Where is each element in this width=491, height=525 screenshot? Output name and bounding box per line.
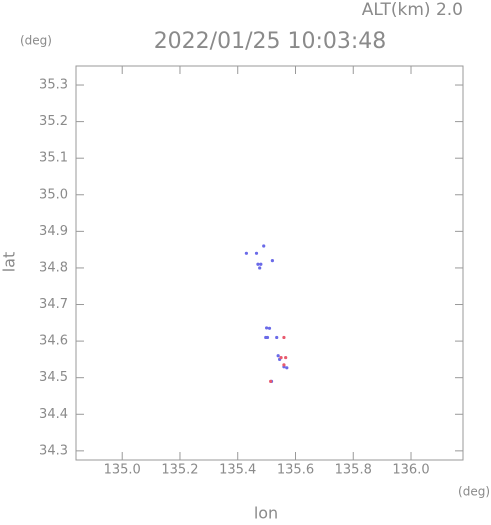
point: [279, 355, 283, 360]
point: [276, 354, 280, 358]
point: [254, 251, 259, 255]
x-tick-label: 135.8: [335, 463, 372, 478]
x-tick-label: 135.2: [161, 463, 198, 478]
point: [265, 326, 269, 330]
point: [275, 335, 279, 340]
y-tick-label: 34.9: [39, 224, 68, 239]
x-tick-label: 135.4: [219, 463, 256, 478]
x-unit: (deg): [458, 485, 490, 499]
y-tick-label: 34.8: [39, 260, 68, 275]
x-tick-label: 135.0: [104, 463, 141, 478]
y-tick-label: 34.5: [39, 370, 68, 385]
point: [244, 251, 248, 255]
point: [269, 379, 273, 383]
point: [282, 335, 286, 340]
plot-frame: [75, 65, 464, 461]
y-axis-label: lat: [0, 252, 19, 273]
point: [256, 262, 260, 266]
y-tick-label: 34.7: [39, 297, 68, 312]
point: [282, 363, 286, 367]
y-tick-label: 34.4: [39, 407, 68, 422]
point: [267, 326, 272, 330]
altitude-label: ALT(km) 2.0: [362, 0, 463, 20]
point: [262, 244, 266, 248]
y-tick-label: 35.2: [39, 114, 68, 129]
x-tick-label: 136.0: [392, 463, 429, 478]
y-unit: (deg): [20, 34, 52, 48]
point: [270, 259, 274, 263]
x-axis-label: lon: [254, 504, 278, 522]
chart-title: 2022/01/25 10:03:48: [154, 29, 387, 54]
y-tick-label: 35.1: [39, 151, 68, 166]
point: [259, 262, 263, 266]
point: [284, 355, 288, 360]
point: [265, 335, 270, 340]
y-tick-label: 35.3: [39, 78, 68, 93]
y-tick-label: 34.6: [39, 334, 68, 349]
x-tick-label: 135.6: [277, 463, 314, 478]
point: [285, 366, 289, 370]
point: [258, 266, 262, 270]
y-tick-label: 35.0: [39, 187, 68, 202]
y-tick-label: 34.3: [39, 443, 68, 458]
